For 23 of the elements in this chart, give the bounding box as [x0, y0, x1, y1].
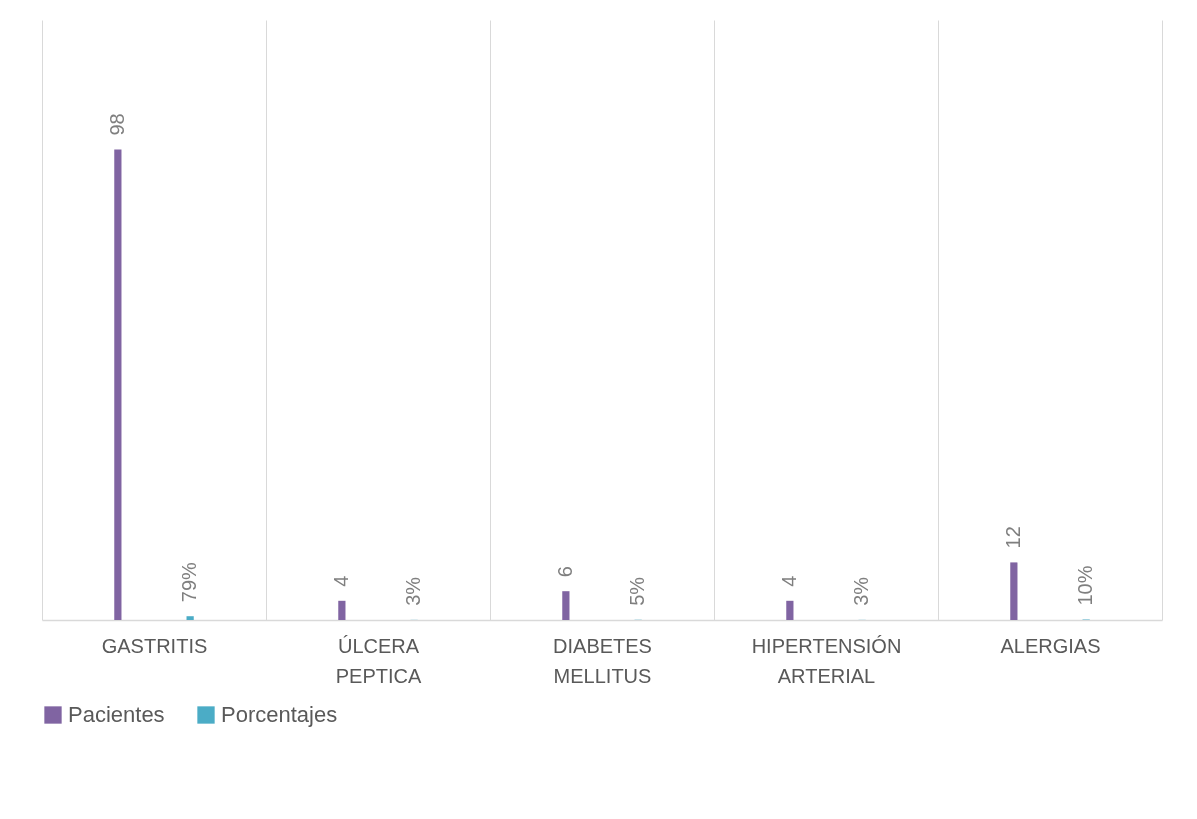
bar — [114, 149, 122, 620]
data-label: 79% — [178, 561, 201, 603]
data-label: 3% — [850, 576, 873, 606]
legend-label: Pacientes — [68, 702, 165, 727]
x-tick-label: GASTRITIS — [101, 634, 208, 657]
bar — [338, 600, 346, 620]
data-label: 3% — [402, 576, 425, 606]
x-tick-label: ALERGIAS — [1000, 634, 1101, 657]
data-label: 12 — [1001, 526, 1024, 549]
x-tick-label: HIPERTENSIÓN ARTERIAL — [751, 634, 902, 687]
bar — [186, 616, 194, 620]
x-tick-label: DIABETES MELLITUS — [553, 634, 652, 687]
data-label: 4 — [777, 575, 800, 587]
data-label: 10% — [1074, 565, 1097, 606]
bar — [786, 600, 794, 620]
data-label: 6 — [553, 566, 576, 578]
bar — [562, 591, 570, 620]
data-label: 5% — [626, 576, 649, 606]
legend-label: Porcentajes — [221, 702, 338, 727]
data-label: 98 — [105, 113, 128, 136]
data-label: 4 — [329, 575, 352, 587]
x-tick-label: ÚLCERA PEPTICA — [335, 634, 422, 687]
bar — [1010, 562, 1018, 620]
